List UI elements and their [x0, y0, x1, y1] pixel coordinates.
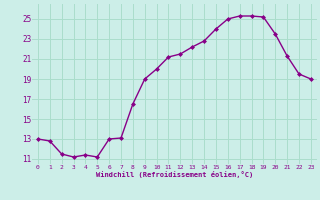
- X-axis label: Windchill (Refroidissement éolien,°C): Windchill (Refroidissement éolien,°C): [96, 171, 253, 178]
